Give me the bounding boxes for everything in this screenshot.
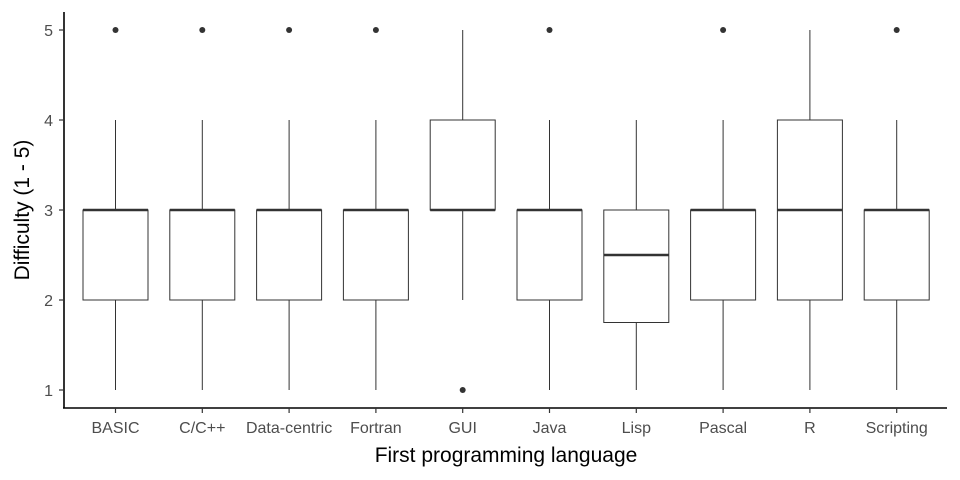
box-pascal	[690, 27, 757, 390]
x-tick-label: Lisp	[622, 420, 651, 437]
y-tick-label: 4	[44, 113, 53, 130]
plot-area	[82, 27, 930, 393]
box-data-centric	[256, 27, 323, 390]
y-tick-label: 3	[44, 203, 53, 220]
outlier-point	[286, 27, 293, 33]
y-ticks: 1 2 3 4 5	[44, 23, 64, 400]
x-axis-title: First programming language	[375, 444, 638, 467]
outlier-point	[372, 27, 379, 33]
box-basic	[82, 27, 149, 390]
box-body	[690, 209, 757, 301]
box-r	[776, 30, 843, 390]
box-body	[516, 209, 583, 301]
y-tick-label: 5	[44, 23, 53, 40]
box-body	[603, 209, 670, 323]
box-gui	[429, 30, 496, 393]
box-body	[863, 209, 930, 301]
outlier-point	[893, 27, 900, 33]
x-tick-label: Pascal	[699, 420, 747, 437]
box-lisp	[603, 120, 670, 390]
outlier-point	[112, 27, 119, 33]
box-java	[516, 27, 583, 390]
x-ticks: BASIC C/C++ Data-centric Fortran GUI Java Lisp…	[91, 408, 928, 437]
box-scripting	[863, 27, 930, 390]
box-c-c-	[169, 27, 236, 390]
x-tick-label: GUI	[448, 420, 476, 437]
y-tick-label: 1	[44, 383, 53, 400]
box-body	[342, 209, 409, 301]
box-body	[256, 209, 323, 301]
y-tick-label: 2	[44, 293, 53, 310]
x-tick-label: C/C++	[179, 420, 225, 437]
x-tick-label: BASIC	[91, 420, 139, 437]
outlier-point	[199, 27, 206, 33]
x-tick-label: R	[804, 420, 816, 437]
y-axis-title: Difficulty (1 - 5)	[11, 140, 34, 281]
box-body	[169, 209, 236, 301]
outlier-point	[720, 27, 727, 33]
x-tick-label: Java	[533, 420, 567, 437]
x-tick-label: Data-centric	[246, 420, 332, 437]
x-tick-label: Scripting	[866, 420, 928, 437]
box-body	[429, 119, 496, 211]
box-body	[82, 209, 149, 301]
x-tick-label: Fortran	[350, 420, 402, 437]
outlier-point	[459, 387, 466, 393]
box-fortran	[342, 27, 409, 390]
outlier-point	[546, 27, 553, 33]
